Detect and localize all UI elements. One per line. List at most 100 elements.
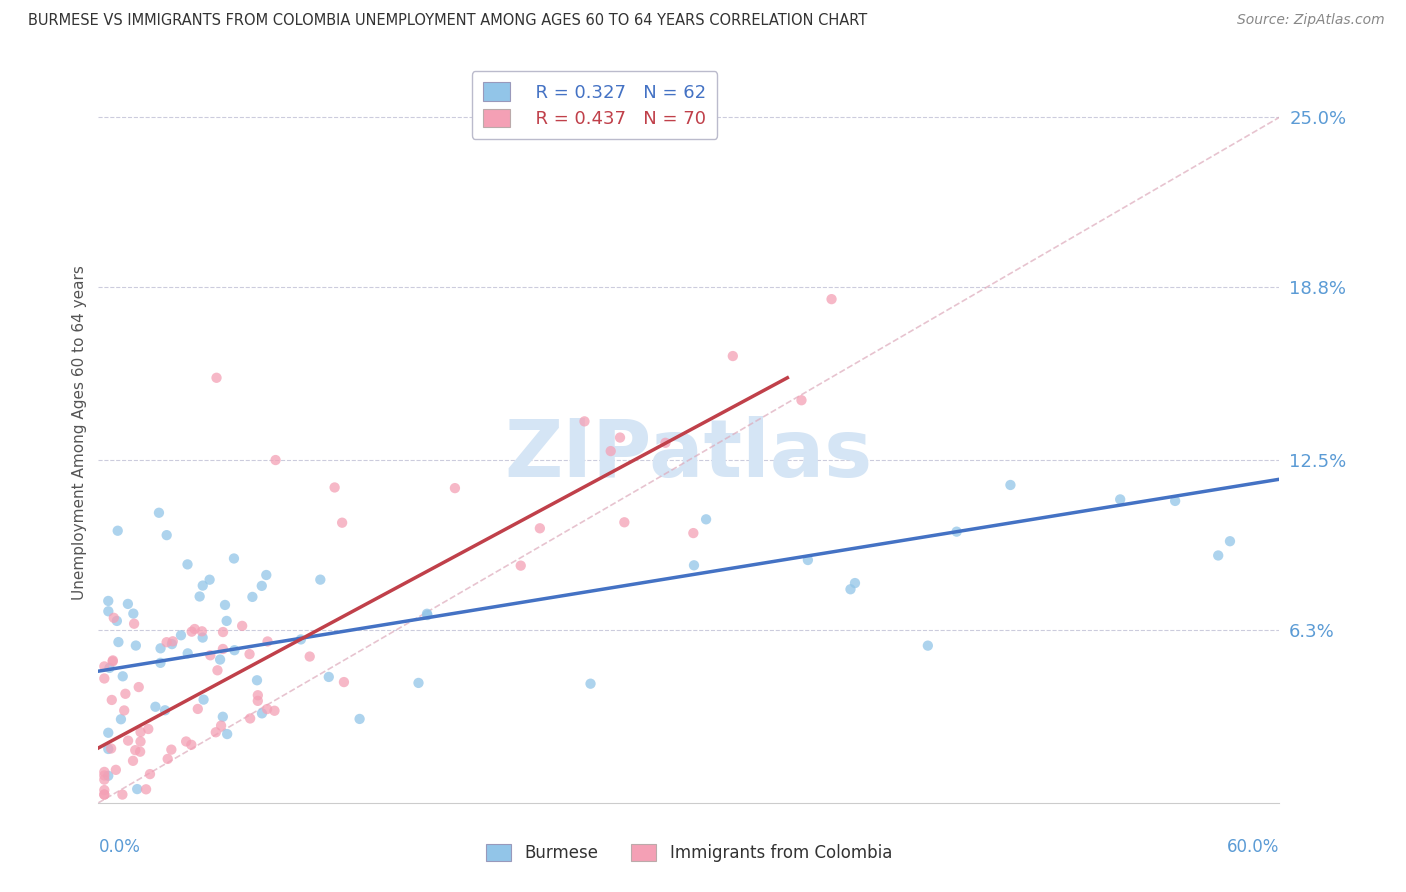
Point — [224, 643, 246, 657]
Point — [238, 647, 260, 661]
Point — [149, 656, 172, 670]
Point — [222, 551, 245, 566]
Point — [97, 594, 120, 608]
Point — [290, 632, 312, 647]
Point — [212, 642, 235, 657]
Point — [529, 521, 551, 535]
Point — [330, 516, 353, 530]
Point — [797, 553, 820, 567]
Point — [1206, 549, 1229, 563]
Point — [416, 607, 439, 621]
Point — [156, 528, 179, 542]
Y-axis label: Unemployment Among Ages 60 to 64 years: Unemployment Among Ages 60 to 64 years — [72, 265, 87, 600]
Point — [239, 711, 262, 725]
Point — [609, 431, 631, 445]
Point — [127, 782, 149, 797]
Point — [211, 710, 233, 724]
Point — [104, 763, 127, 777]
Point — [101, 655, 124, 669]
Point — [250, 579, 273, 593]
Point — [790, 393, 813, 408]
Point — [148, 506, 170, 520]
Point — [145, 699, 167, 714]
Point — [682, 526, 704, 541]
Point — [117, 733, 139, 747]
Point — [263, 704, 285, 718]
Point — [215, 614, 238, 628]
Point — [209, 719, 232, 733]
Point — [122, 616, 145, 631]
Point — [191, 624, 214, 639]
Point — [97, 604, 120, 618]
Point — [156, 752, 179, 766]
Point — [256, 702, 278, 716]
Point — [509, 558, 531, 573]
Point — [149, 641, 172, 656]
Point — [323, 480, 346, 494]
Point — [129, 734, 152, 748]
Point — [349, 712, 371, 726]
Point — [945, 524, 967, 539]
Point — [721, 349, 744, 363]
Text: 0.0%: 0.0% — [98, 838, 141, 856]
Point — [105, 614, 128, 628]
Point — [160, 742, 183, 756]
Point — [93, 659, 115, 673]
Point — [97, 769, 120, 783]
Point — [136, 722, 159, 736]
Point — [117, 597, 139, 611]
Point — [200, 648, 222, 663]
Point — [217, 727, 239, 741]
Text: Source: ZipAtlas.com: Source: ZipAtlas.com — [1237, 13, 1385, 28]
Point — [156, 635, 179, 649]
Point — [917, 639, 939, 653]
Point — [408, 676, 430, 690]
Point — [153, 703, 176, 717]
Point — [93, 768, 115, 782]
Point — [129, 725, 152, 739]
Point — [93, 788, 115, 802]
Point — [256, 634, 278, 648]
Point — [170, 628, 193, 642]
Point — [246, 694, 269, 708]
Point — [128, 680, 150, 694]
Point — [683, 558, 706, 573]
Text: ZIPatlas: ZIPatlas — [505, 416, 873, 494]
Point — [177, 646, 200, 660]
Point — [107, 524, 129, 538]
Point — [1109, 492, 1132, 507]
Point — [242, 590, 264, 604]
Point — [1000, 478, 1022, 492]
Point — [125, 639, 148, 653]
Point — [188, 590, 211, 604]
Point — [212, 625, 235, 640]
Point — [820, 292, 842, 306]
Point — [122, 754, 145, 768]
Point — [93, 764, 115, 779]
Point — [209, 652, 232, 666]
Point — [93, 783, 115, 797]
Point — [231, 619, 253, 633]
Point — [254, 568, 277, 582]
Point — [204, 725, 226, 739]
Text: BURMESE VS IMMIGRANTS FROM COLOMBIA UNEMPLOYMENT AMONG AGES 60 TO 64 YEARS CORRE: BURMESE VS IMMIGRANTS FROM COLOMBIA UNEM… — [28, 13, 868, 29]
Point — [298, 649, 321, 664]
Point — [318, 670, 340, 684]
Point — [176, 558, 198, 572]
Point — [129, 745, 152, 759]
Point — [139, 767, 162, 781]
Point — [122, 607, 145, 621]
Point — [1219, 534, 1241, 549]
Point — [111, 669, 134, 683]
Point — [107, 635, 129, 649]
Point — [1164, 494, 1187, 508]
Point — [101, 653, 124, 667]
Point — [695, 512, 717, 526]
Point — [654, 435, 676, 450]
Point — [100, 741, 122, 756]
Point — [191, 631, 214, 645]
Point — [579, 676, 602, 690]
Point — [111, 788, 134, 802]
Point — [839, 582, 862, 597]
Point — [174, 734, 197, 748]
